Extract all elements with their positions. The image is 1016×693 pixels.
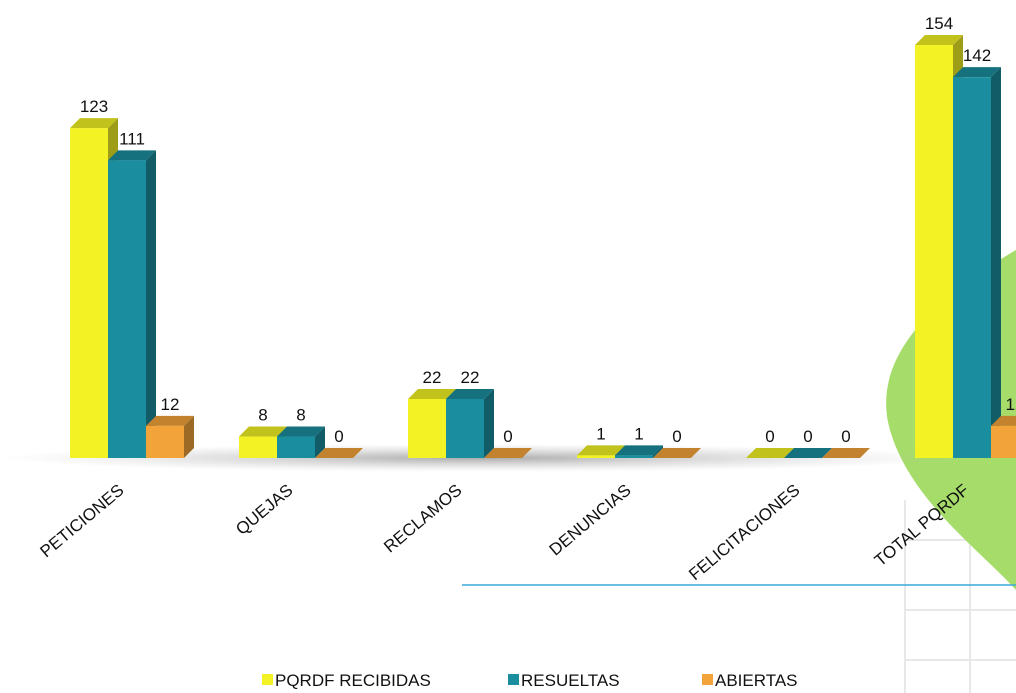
bar-top: [146, 415, 194, 426]
bar-top: [277, 426, 325, 437]
data-label: 123: [80, 97, 108, 116]
bar-top: [615, 445, 663, 456]
legend-label: RESUELTAS: [521, 671, 620, 690]
data-label: 8: [296, 406, 305, 425]
data-label: 0: [841, 427, 850, 446]
bar: [446, 399, 484, 458]
bar-top: [408, 389, 456, 399]
bar-side: [653, 445, 663, 458]
bar-top: [446, 389, 494, 399]
bar: [991, 425, 1016, 458]
legend-swatch: [508, 674, 519, 685]
data-label: 22: [423, 368, 442, 387]
x-tick-label: RECLAMOS: [380, 481, 465, 557]
data-label: 0: [503, 427, 512, 446]
bar: [915, 45, 953, 458]
bar-top: [70, 118, 118, 129]
x-tick-label: DENUNCIAS: [546, 481, 635, 560]
bar-side: [484, 389, 494, 458]
bar-side: [315, 426, 325, 458]
x-tick-label: FELICITACIONES: [685, 481, 803, 585]
bar-top: [915, 35, 963, 45]
legend-swatch: [262, 674, 273, 685]
legend-label: PQRDF RECIBIDAS: [275, 671, 431, 690]
bar: [953, 77, 991, 458]
x-tick-label: QUEJAS: [232, 481, 296, 539]
bar: [108, 160, 146, 458]
data-label: 22: [461, 368, 480, 387]
bar: [408, 399, 446, 458]
bar-top: [653, 448, 701, 458]
bar-top: [484, 448, 532, 458]
bar-side: [184, 415, 194, 458]
bar-top: [315, 448, 363, 458]
bar-top: [577, 445, 625, 456]
bar: [239, 436, 277, 458]
data-label: 12: [161, 395, 180, 414]
bar-side: [146, 150, 156, 458]
bar-top: [822, 448, 870, 458]
x-tick-label: PETICIONES: [36, 481, 127, 562]
data-label: 8: [258, 406, 267, 425]
data-label: 111: [119, 129, 145, 148]
data-label: 0: [334, 427, 343, 446]
bar: [277, 436, 315, 458]
data-label: 1: [634, 424, 643, 443]
data-label: 1: [596, 424, 605, 443]
bar-top: [239, 426, 287, 437]
legend-label: ABIERTAS: [715, 671, 798, 690]
bar: [577, 455, 615, 458]
bar: [615, 455, 653, 458]
bar: [146, 425, 184, 458]
bar-top: [784, 448, 832, 458]
data-label: 0: [803, 427, 812, 446]
bar-top: [746, 448, 794, 458]
legend-swatch: [702, 674, 713, 685]
bar-top: [953, 67, 1001, 78]
data-label: 0: [672, 427, 681, 446]
data-label: 154: [925, 14, 953, 33]
bar-top: [991, 415, 1016, 426]
bar-side: [991, 67, 1001, 458]
bar-top: [108, 150, 156, 161]
data-label: 0: [765, 427, 774, 446]
data-label: 12: [1006, 395, 1016, 414]
bar: [70, 128, 108, 459]
data-label: 142: [963, 46, 991, 65]
